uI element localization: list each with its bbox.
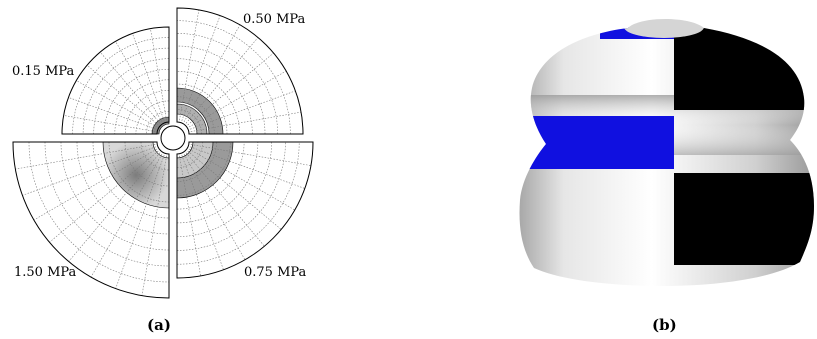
quadrant-q4-grid-arc (176, 141, 204, 169)
quadrant-q4-grid-radial (188, 148, 295, 211)
quadrant-q4-grid-arc (176, 141, 259, 224)
quadrant-q4-grid-radial (187, 150, 282, 230)
quadrant-q2-grid-radial (86, 64, 159, 126)
quadrant-q3-grid-arc (44, 141, 170, 267)
quadrant-q4-grid-arc (176, 141, 300, 265)
quadrant-q2-grid-radial (68, 97, 156, 130)
quadrant-q1-grid-radial (183, 24, 241, 123)
quadrant-q1-grid-radial (190, 111, 302, 132)
quadrant-q3-grid-radial (15, 144, 156, 170)
quadrant-q3-shade-0 (102, 141, 170, 209)
label-q2-pressure: 0.15 MPa (12, 64, 75, 79)
caption-a: (a) (147, 316, 171, 334)
quadrant-q2-grid-radial (76, 80, 158, 128)
quadrant-q3-grid-arc (60, 141, 170, 251)
quadrant-q1-grid-radial (187, 52, 274, 126)
quadrant-q2-grid-radial (150, 28, 167, 121)
quadrant-q3-grid-radial (115, 155, 165, 289)
label-q3-pressure: 1.50 MPa (14, 265, 77, 280)
quadrant-q3-outline (12, 141, 170, 299)
quadrant-q4-grid-radial (181, 155, 224, 270)
quadrant-q3-grid-arc (28, 141, 170, 283)
top-knob (624, 19, 704, 38)
quadrant-q1-outline (176, 7, 304, 135)
quadrant-q2-outline (61, 26, 170, 135)
quadrant-q3-grid-radial (49, 150, 159, 243)
quadrant-q4-grid-arc (176, 141, 231, 196)
quadrant-q1-grid-radial (190, 90, 296, 130)
quadrant-q1-grid-radial (188, 70, 287, 128)
quadrant-q2-grid-arc (146, 111, 170, 135)
quadrant-q2-grid-radial (115, 41, 163, 123)
quadrant-q4-grid-radial (190, 144, 311, 166)
quadrant-q2-grid-arc (93, 58, 170, 135)
quadrant-q4-grid-radial (183, 153, 246, 260)
quadrant-q2-grid-radial (132, 33, 165, 121)
blue-band-middle (520, 116, 674, 169)
quadrant-q2-grid-arc (103, 68, 170, 135)
quadrant-q1-grid-arc (176, 83, 228, 135)
quadrant-q2-grid-arc (82, 47, 170, 135)
quadrant-q3-grid-arc (140, 141, 170, 171)
black-block-top (674, 28, 814, 110)
panel-a-pressure-diagram: 0.50 MPa 0.15 MPa 1.50 MPa 0.75 MPa (a) (12, 7, 314, 334)
quadrant-q2-background (62, 27, 169, 134)
quadrant-q1-grid-arc (176, 71, 240, 135)
quadrant-q4-outline (176, 141, 314, 279)
quadrant-q2-grid-arc (114, 79, 170, 135)
quadrant-q3-grid-arc (92, 141, 170, 219)
quadrant-q1-grid-arc (176, 33, 278, 135)
quadrant-q3-grid-radial (22, 146, 156, 196)
quadrant-q2-grid-radial (99, 51, 161, 124)
quadrant-q1-grid-arc (176, 109, 202, 135)
label-q4-pressure: 0.75 MPa (244, 265, 307, 280)
quadrant-q3-grid-radial (90, 153, 163, 278)
quadrant-q3-grid-radial (33, 148, 158, 221)
caption-b: (b) (652, 316, 677, 334)
quadrant-q3-grid-arc (76, 141, 170, 235)
quadrant-q3-grid-arc (124, 141, 170, 187)
quadrant-q1-grid-arc (176, 20, 291, 135)
quadrant-q1-grid-arc (176, 96, 215, 135)
quadrant-q4-grid-arc (176, 141, 245, 210)
quadrant-q3-grid-radial (68, 152, 161, 262)
quadrant-q1-grid-radial (185, 37, 259, 124)
quadrant-q2-grid-radial (63, 115, 156, 132)
panel-b-3d-body: (b) (519, 19, 814, 334)
quadrant-q1-grid-radial (179, 9, 200, 121)
quadrant-q3-grid-radial (141, 155, 167, 296)
quadrant-q4-grid-radial (185, 152, 265, 247)
quadrant-q1-grid-arc (176, 58, 253, 135)
quadrant-q1-grid-radial (181, 15, 221, 121)
quadrant-q2-grid-arc (125, 90, 170, 135)
quadrant-q4-grid-arc (176, 141, 286, 251)
quadrant-q1-grid-arc (176, 45, 266, 135)
quadrant-q4-grid-radial (190, 146, 305, 189)
label-q1-pressure: 0.50 MPa (243, 12, 306, 27)
quadrant-q2-grid-arc (72, 37, 170, 135)
center-hole (160, 125, 186, 151)
quadrant-q4-grid-radial (179, 155, 201, 276)
black-block-bottom (674, 173, 814, 265)
